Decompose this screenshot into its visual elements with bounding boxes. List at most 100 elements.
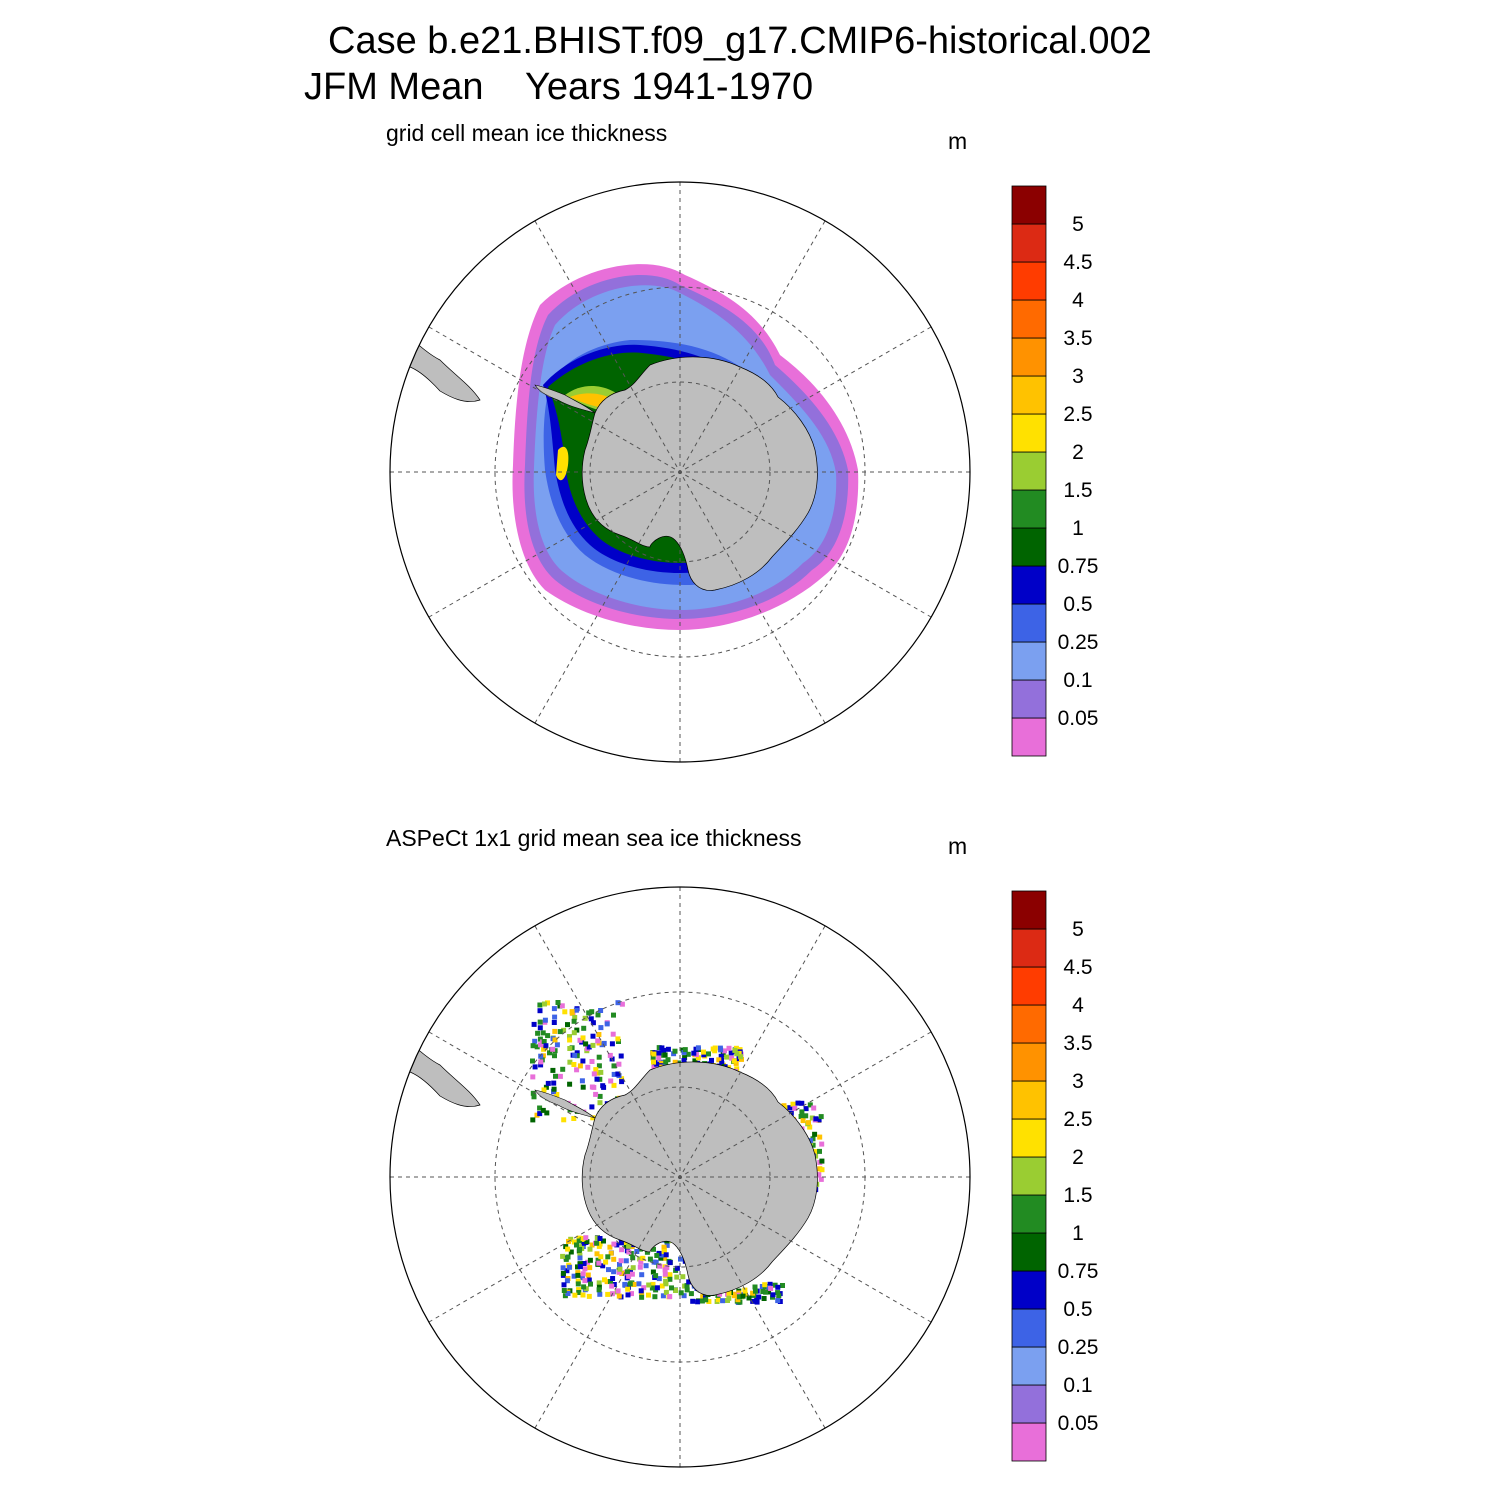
obs-ice-cell [584,1239,590,1244]
obs-ice-cell [662,1255,668,1261]
obs-ice-cell [661,1249,667,1254]
obs-ice-cell [630,1265,636,1271]
obs-ice-cell [551,1006,557,1012]
obs-ice-cell [650,1055,656,1061]
colorbar-tick-label: 3 [1072,1070,1084,1093]
obs-ice-cell [656,1050,662,1056]
obs-ice-cell [562,1293,568,1299]
obs-ice-cell [695,1055,701,1061]
obs-ice-cell [538,1042,543,1048]
obs-ice-cell [726,1290,732,1296]
colorbar-box [1011,966,1047,1006]
colorbar-box [1011,1346,1047,1386]
obs-ice-cell [590,1042,596,1048]
obs-ice-cell [571,1239,577,1245]
obs-ice-cell [626,1243,632,1249]
colorbar-box [1011,337,1047,377]
obs-ice-cell [729,1055,735,1061]
obs-ice-cell [532,1038,538,1044]
obs-ice-cell [551,1086,557,1092]
obs-ice-cell [593,1091,599,1097]
colorbar-box [1011,1194,1047,1234]
obs-ice-cell [636,1281,642,1287]
obs-ice-cell [682,1055,688,1061]
panel-subtitle: ASPeCt 1x1 grid mean sea ice thickness [386,825,802,851]
obs-ice-cell [538,1059,544,1065]
obs-ice-cell [589,1059,595,1064]
obs-ice-cell [678,1256,683,1262]
obs-ice-cell [530,1043,536,1049]
obs-ice-cell [531,1021,537,1027]
obs-ice-cell [581,1261,587,1266]
obs-ice-cell [616,1269,622,1275]
colorbar-box [1011,489,1047,529]
obs-ice-cell [565,1022,570,1028]
obs-ice-cell [614,1242,620,1248]
obs-ice-cell [597,1093,603,1099]
obs-ice-cell [540,1030,546,1036]
obs-ice-cell [663,1281,669,1287]
obs-ice-cell [530,1058,535,1064]
obs-ice-cell [616,1061,622,1067]
obs-ice-cell [634,1249,640,1254]
obs-ice-cell [595,1070,601,1076]
colorbar-box [1011,1270,1047,1310]
obs-ice-cell [731,1293,737,1299]
obs-ice-cell [680,1274,686,1280]
obs-ice-cell [626,1273,632,1279]
obs-ice-cell [667,1260,673,1266]
obs-ice-cell [768,1286,774,1291]
obs-ice-cell [718,1047,724,1053]
obs-ice-cell [656,1055,662,1061]
obs-ice-cell [681,1058,687,1063]
obs-ice-cell [618,1258,624,1264]
obs-ice-cell [681,1293,687,1299]
obs-ice-cell [572,1015,578,1020]
obs-ice-cell [654,1285,660,1291]
obs-ice-cell [792,1105,798,1111]
colorbar-tick-label: 0.05 [1058,707,1099,730]
obs-ice-cell [728,1050,734,1056]
colorbar-box [1011,1004,1047,1044]
obs-ice-cell [557,1073,563,1079]
obs-ice-cell [580,1035,586,1041]
obs-ice-cell [597,1291,603,1297]
obs-ice-cell [798,1114,804,1119]
obs-ice-cell [653,1273,659,1279]
obs-ice-cell [619,1079,625,1085]
obs-ice-cell [583,1041,589,1047]
colorbar: 0.05 0.1 0.25 0.5 0.75 1 1.5 2 2.5 3 3.5 4 4.5 5 [1011,890,1098,1462]
colorbar-tick-label: 1.5 [1063,1184,1092,1207]
obs-ice-cell [811,1105,817,1111]
obs-ice-cell [596,1260,602,1266]
obs-ice-cell [537,1111,543,1117]
obs-ice-cell [597,1076,603,1082]
obs-ice-cell [534,1044,540,1050]
obs-ice-cell [590,1020,596,1026]
obs-ice-cell [589,1242,595,1248]
colorbar-box [1011,261,1047,301]
obs-ice-cell [685,1051,691,1057]
obs-ice-cell [618,1240,624,1246]
colorbar-tick-label: 2 [1072,1146,1084,1169]
obs-ice-cell [609,1283,615,1289]
obs-ice-cell [565,1246,571,1252]
obs-ice-cell [810,1136,816,1142]
colorbar-tick-label: 4.5 [1063,956,1092,979]
obs-ice-cell [701,1052,707,1058]
obs-ice-cell [780,1283,785,1288]
obs-ice-cell [819,1167,825,1173]
obs-ice-cell [817,1148,822,1154]
obs-ice-cell [565,1291,571,1296]
obs-ice-cell [567,1264,572,1270]
obs-ice-cell [818,1176,824,1182]
obs-ice-cell [663,1252,669,1258]
obs-ice-cell [553,1073,558,1079]
obs-ice-cell [577,1264,583,1270]
obs-ice-cell [663,1278,669,1284]
obs-ice-cell [736,1294,742,1300]
obs-ice-cell [571,1018,577,1024]
obs-ice-cell [573,1007,579,1013]
obs-ice-cell [619,1001,625,1007]
obs-ice-cell [577,1063,583,1069]
